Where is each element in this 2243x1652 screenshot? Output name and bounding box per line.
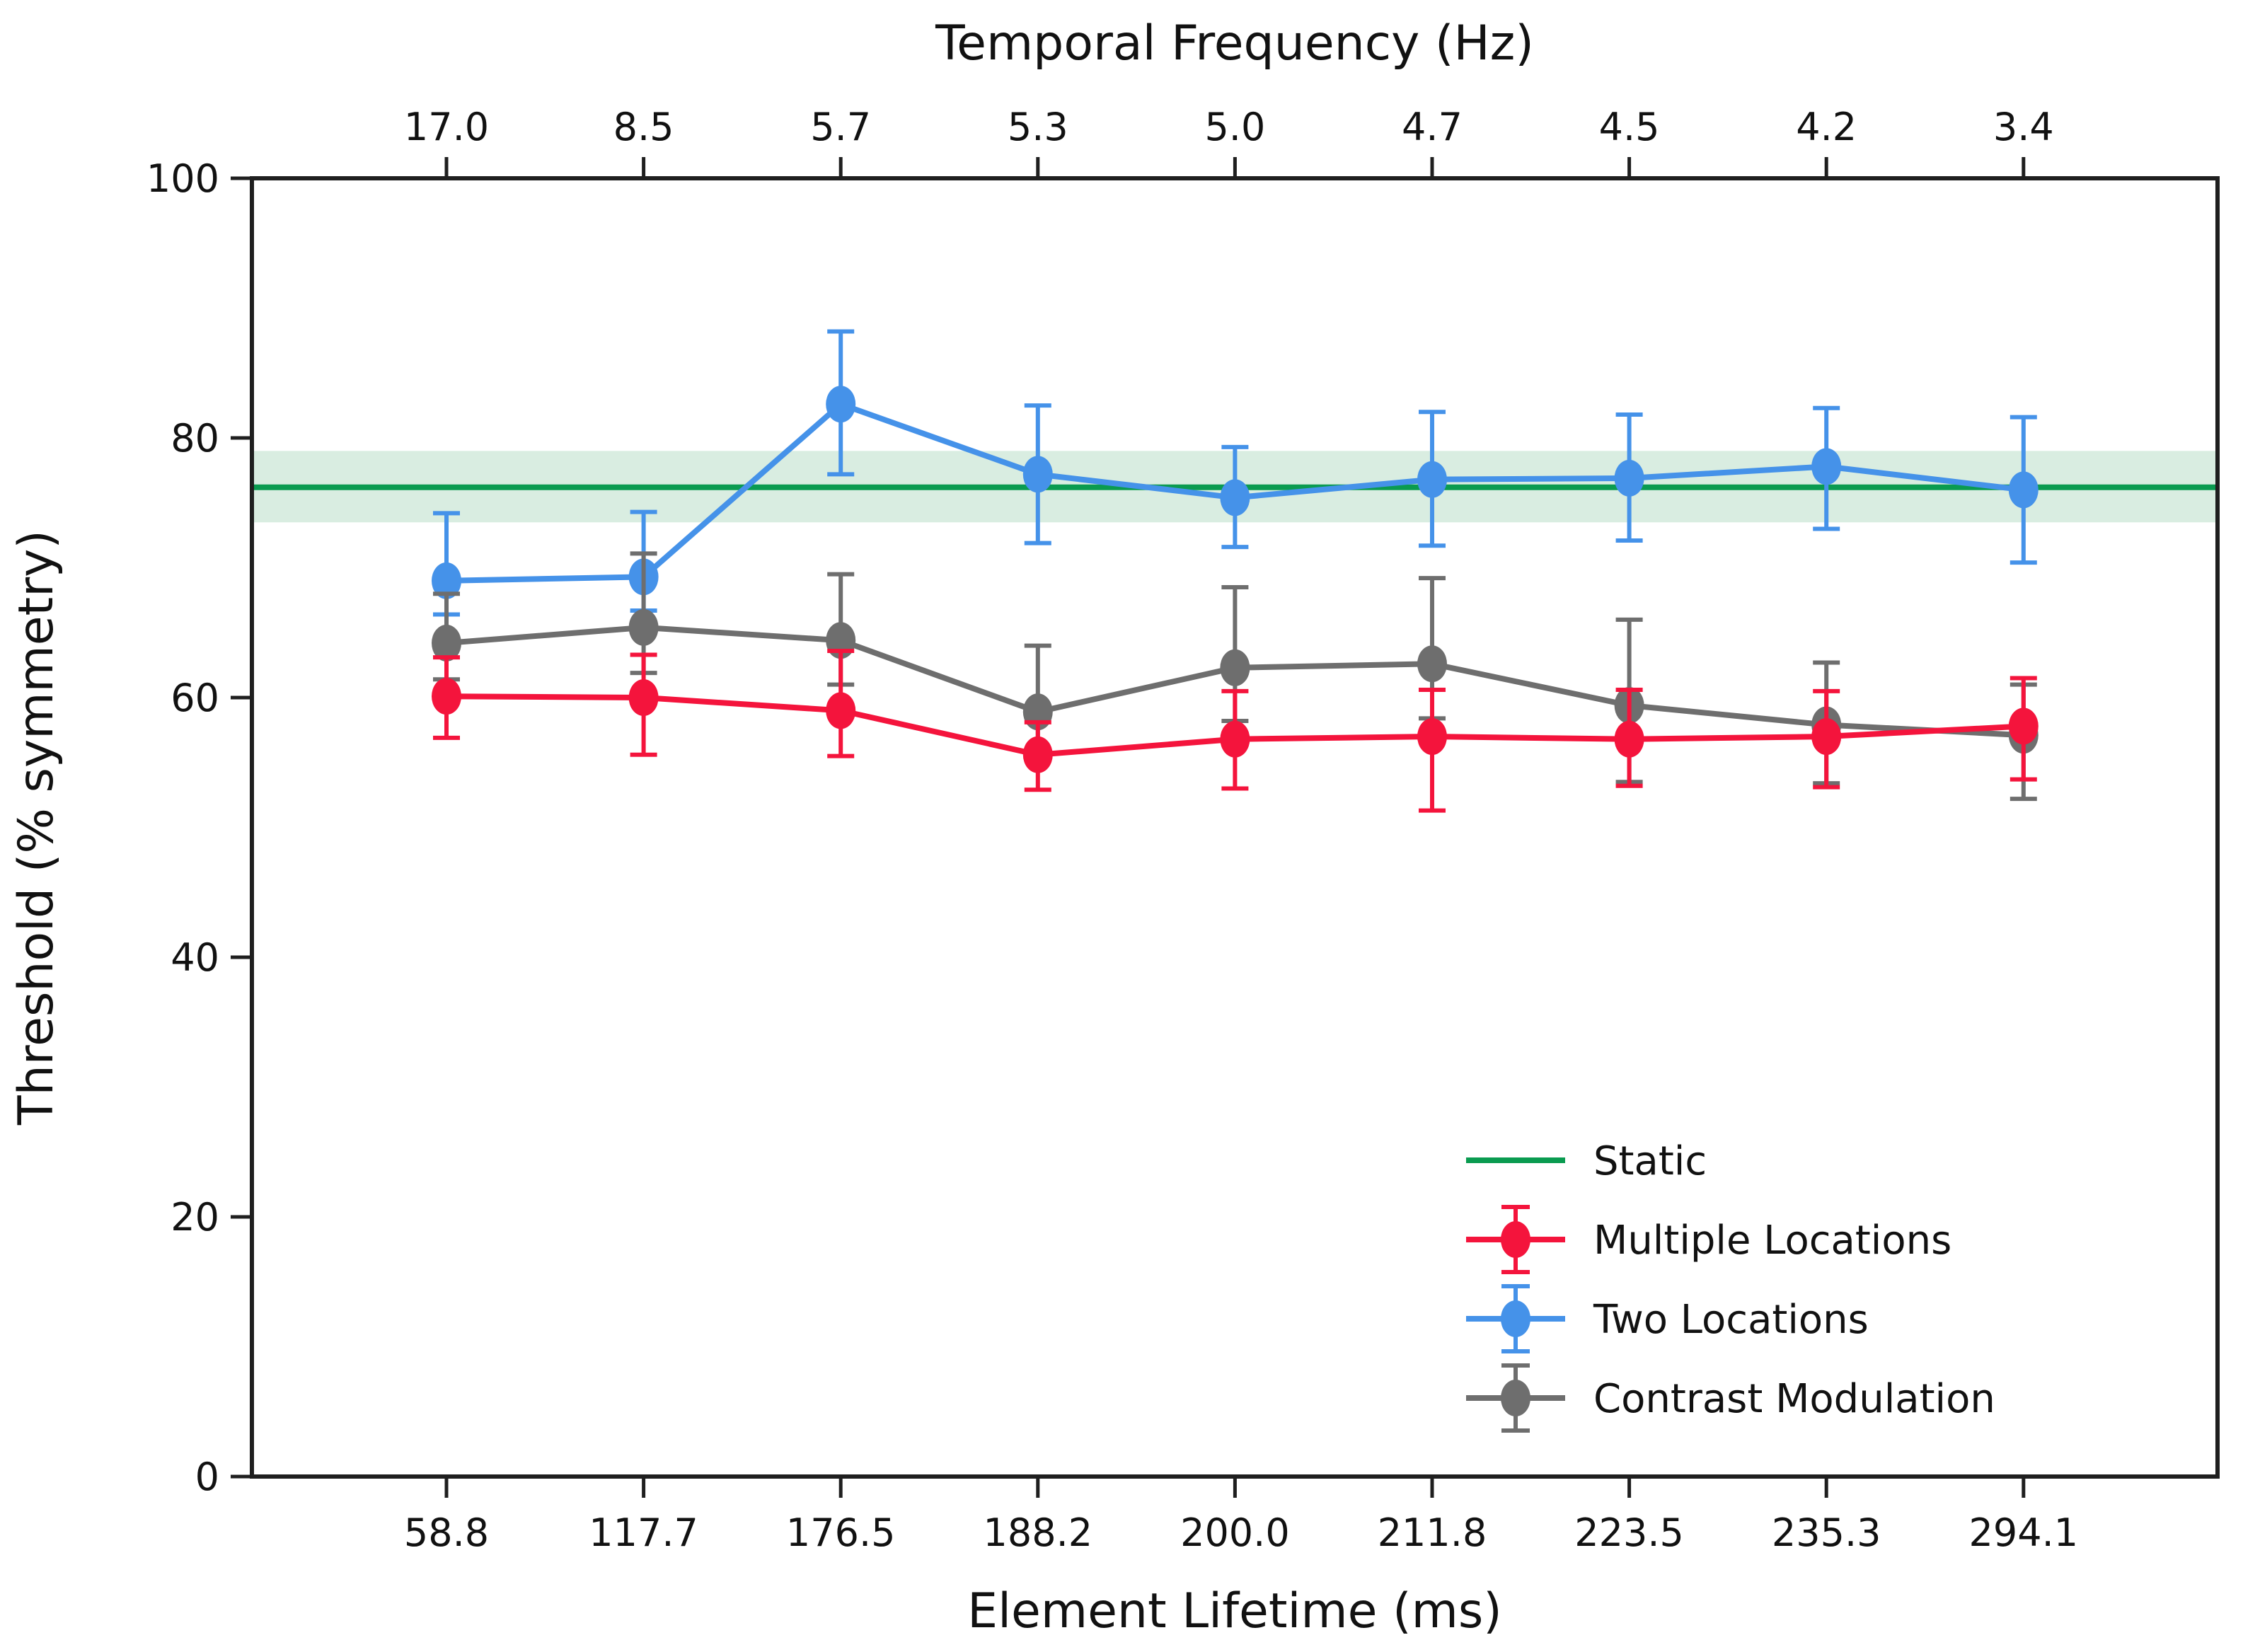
y-tick-label: 80	[171, 416, 219, 461]
data-point	[1811, 718, 1842, 756]
legend-marker	[1501, 1221, 1530, 1258]
legend-marker	[1501, 1300, 1530, 1337]
y-tick-label: 20	[171, 1195, 219, 1240]
series-multiple-locations	[432, 648, 2039, 813]
y-tick-label: 60	[171, 676, 219, 720]
data-point	[1022, 456, 1053, 493]
x-axis-title: Element Lifetime (ms)	[967, 1583, 1502, 1639]
series-two-locations	[432, 329, 2039, 617]
top-tick-label: 17.0	[404, 105, 489, 149]
top-tick-label: 4.7	[1402, 105, 1463, 149]
x-tick-label: 188.2	[984, 1511, 1093, 1555]
y-tick-label: 0	[195, 1455, 219, 1499]
top-tick-label: 3.4	[1993, 105, 2054, 149]
legend: Static Multiple Locations Two Locations Con…	[1466, 1138, 1995, 1433]
data-point	[1614, 459, 1644, 497]
data-point	[1417, 718, 1447, 756]
data-point	[432, 624, 461, 662]
data-point	[2008, 471, 2039, 509]
x-tick-label: 58.8	[404, 1511, 489, 1555]
x-tick-label: 294.1	[1969, 1511, 2079, 1555]
y-tick-label: 40	[171, 935, 219, 980]
legend-label: Static	[1593, 1138, 1707, 1184]
data-point	[1220, 649, 1250, 686]
data-point	[1220, 720, 1250, 758]
x-tick-label: 235.3	[1772, 1511, 1881, 1555]
legend-item-static: Static	[1466, 1138, 1707, 1184]
y-axis-title: Threshold (% symmetry)	[8, 530, 64, 1126]
top-tick-label: 5.3	[1008, 105, 1068, 149]
data-point	[826, 692, 856, 729]
top-tick-label: 4.2	[1796, 105, 1857, 149]
x-tick-label: 211.8	[1378, 1511, 1487, 1555]
top-tick-label: 8.5	[613, 105, 674, 149]
top-tick-label: 4.5	[1599, 105, 1660, 149]
legend-item-two-locations: Two Locations	[1466, 1284, 1869, 1353]
data-point	[1220, 479, 1250, 516]
data-point	[2008, 707, 2039, 745]
data-point	[432, 562, 461, 599]
x-tick-label: 117.7	[589, 1511, 698, 1555]
legend-label: Two Locations	[1593, 1297, 1869, 1343]
top-tick-label: 5.7	[810, 105, 871, 149]
data-point	[1417, 645, 1447, 683]
legend-label: Contrast Modulation	[1593, 1376, 1995, 1422]
y-tick-label: 100	[146, 156, 219, 201]
data-point	[1022, 736, 1053, 773]
x-tick-label: 200.0	[1180, 1511, 1290, 1555]
legend-label: Multiple Locations	[1593, 1218, 1951, 1264]
data-point	[826, 386, 856, 423]
data-point	[628, 679, 659, 716]
legend-item-contrast-modulation: Contrast Modulation	[1466, 1363, 1995, 1433]
data-point	[432, 678, 461, 715]
x-tick-label: 176.5	[786, 1511, 896, 1555]
top-axis-title: Temporal Frequency (Hz)	[935, 16, 1534, 71]
data-point	[1614, 720, 1644, 758]
top-tick-label: 5.0	[1204, 105, 1265, 149]
axes: 0 20 40 60 80 100 58.8 117.7 176.5 188.2 200.0 211.…	[8, 16, 2220, 1639]
data-point	[1811, 448, 1842, 485]
legend-marker	[1501, 1380, 1530, 1416]
legend-item-multiple-locations: Multiple Locations	[1466, 1205, 1951, 1274]
data-point	[628, 608, 659, 646]
x-tick-label: 223.5	[1574, 1511, 1684, 1555]
data-point	[1417, 461, 1447, 498]
